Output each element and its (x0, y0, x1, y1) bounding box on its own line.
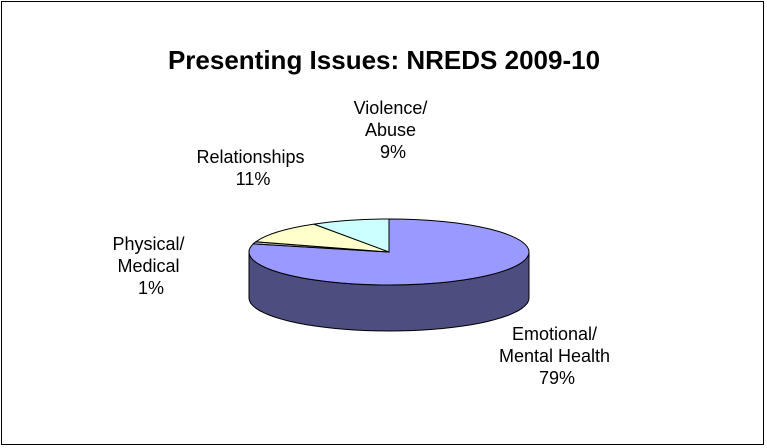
label-emotional: Emotional/ Mental Health 79% (499, 324, 615, 388)
pie-slice-relationships (254, 223, 390, 253)
label-relationships: Relationships 11% (196, 147, 309, 189)
label-violence: Violence/ Abuse 9% (354, 98, 433, 162)
pie-slice-violence (313, 218, 390, 253)
pie-layer (248, 218, 530, 332)
label-layer: Violence/ Abuse 9% Relationships 11% Phy… (112, 98, 615, 388)
chart-title: Presenting Issues: NREDS 2009-10 (168, 45, 600, 75)
label-physical: Physical/ Medical 1% (112, 234, 189, 298)
